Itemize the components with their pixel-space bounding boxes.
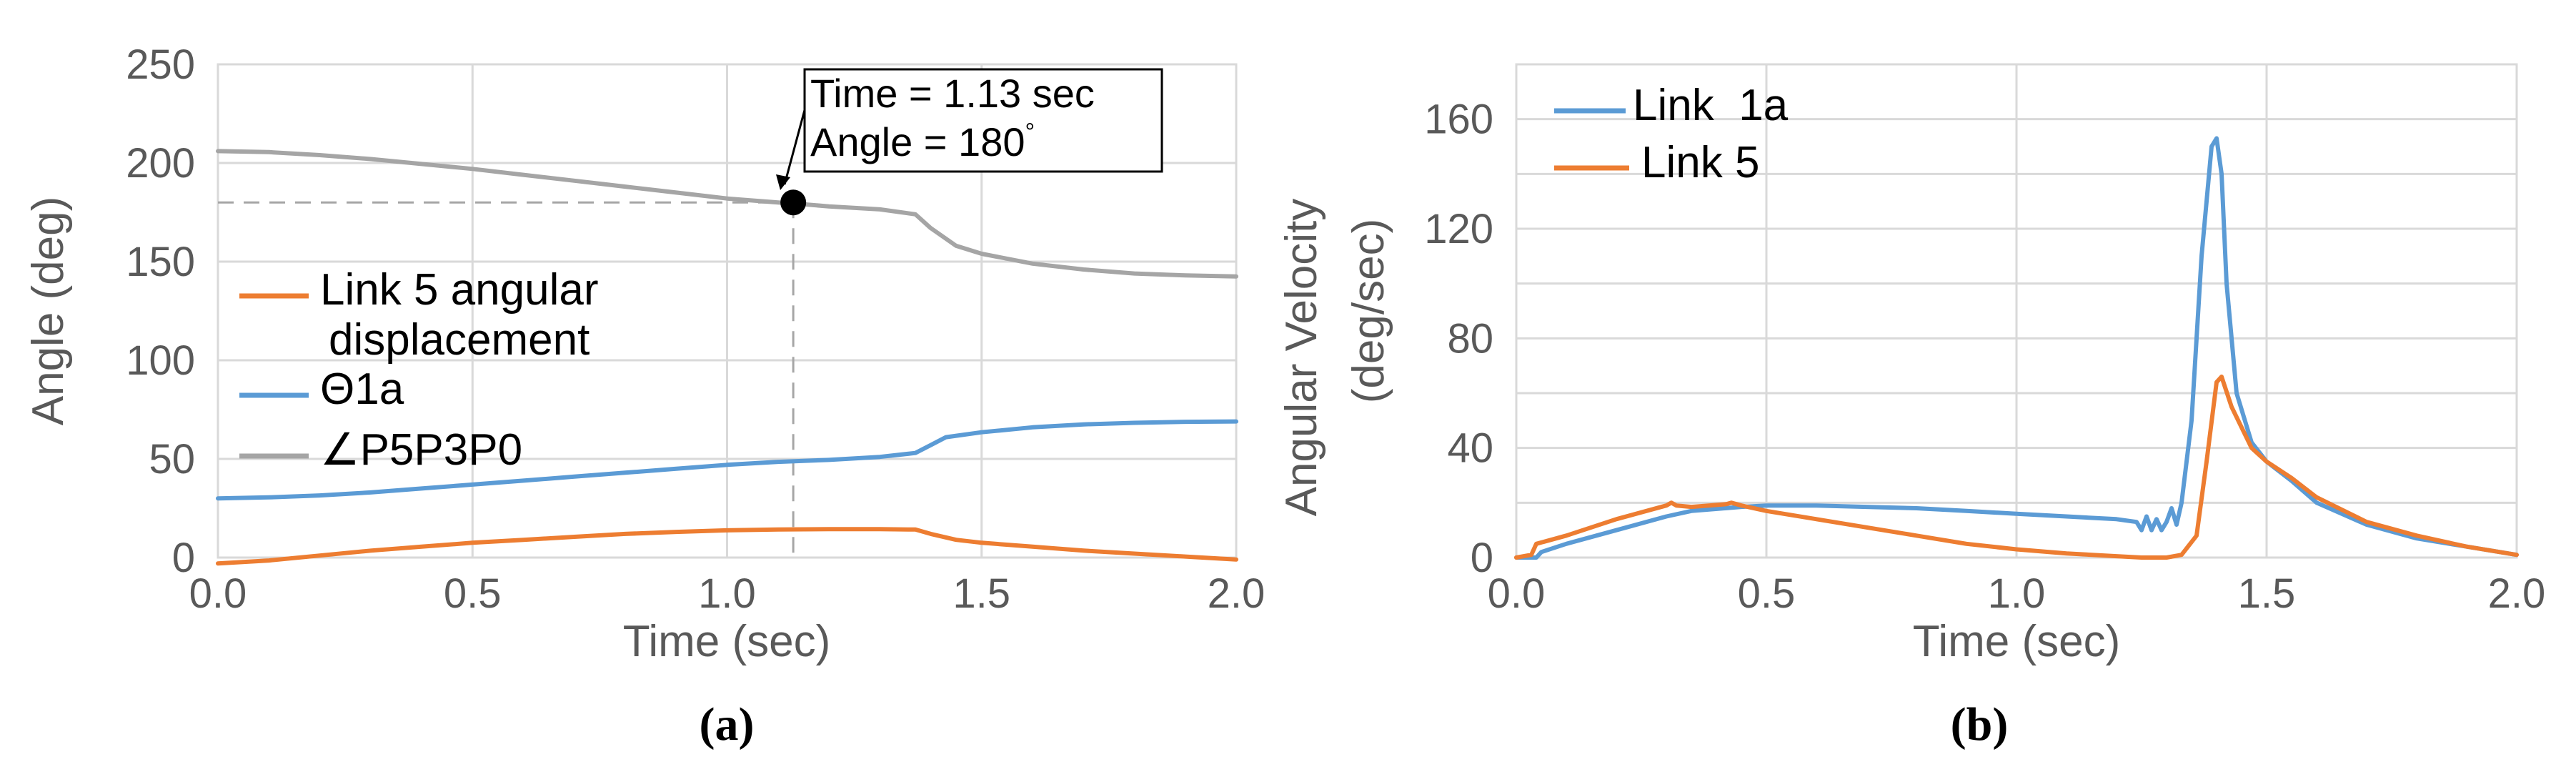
y-tick-label: 160	[1424, 96, 1493, 143]
series-line-link-5	[1514, 375, 2519, 560]
y-tick-label: 250	[126, 41, 195, 88]
panel-b-y-axis-title-line2: (deg/sec)	[1344, 219, 1393, 403]
panel-a-annotation: Time = 1.13 sec Angle = 180°	[776, 68, 1163, 190]
panel-a-annotation-guides	[218, 201, 795, 558]
panel-a-legend: Link 5 angular displacement Θ1a ∠P5P3P0	[239, 265, 599, 475]
panel-b-legend: Link 1a Link 5	[1554, 81, 1789, 187]
panel-b-x-axis-title: Time (sec)	[1913, 617, 2120, 666]
annotation-arrow	[783, 109, 806, 185]
y-tick-label: 0	[1471, 535, 1493, 581]
y-tick-label: 80	[1447, 315, 1493, 362]
legend-label-link5-line1: Link 5 angular	[320, 265, 599, 315]
legend-label-theta1a: Θ1a	[320, 365, 404, 414]
panel-b-y-axis-title-line1: Angular Velocity	[1277, 199, 1326, 517]
x-tick-label: 2.0	[1208, 570, 1265, 617]
panel-a-label: (a)	[700, 698, 755, 751]
x-tick-label: 2.0	[2488, 570, 2546, 617]
annotation-time-text: Time = 1.13 sec	[810, 71, 1095, 116]
x-tick-label: 0.0	[1488, 570, 1546, 617]
y-tick-label: 0	[172, 535, 195, 581]
x-tick-label: 0.5	[1738, 570, 1796, 617]
x-tick-label: 0.0	[189, 570, 247, 617]
annotation-box	[803, 68, 1163, 173]
legend-label-angle-p5p3p0: ∠P5P3P0	[320, 425, 522, 475]
y-tick-label: 150	[126, 239, 195, 285]
panel-a-y-axis-title: Angle (deg)	[24, 197, 73, 426]
panel-a-x-axis-title: Time (sec)	[623, 617, 830, 666]
y-tick-label: 100	[126, 337, 195, 384]
x-tick-label: 1.5	[2238, 570, 2296, 617]
legend-label-link5-line2: displacement	[329, 315, 590, 365]
series-line-link-1a	[1514, 136, 2519, 560]
series-line--1a	[216, 419, 1238, 501]
y-tick-label: 120	[1424, 206, 1493, 252]
panel-a-x-tick-labels: 0.0 0.5 1.0 1.5 2.0	[189, 570, 1265, 617]
y-tick-label: 50	[149, 436, 195, 482]
annotation-marker-point	[780, 189, 807, 216]
panel-b-series-group	[1514, 136, 2519, 560]
x-tick-label: 1.0	[698, 570, 756, 617]
x-tick-label: 1.0	[1988, 570, 2046, 617]
legend-label-link5: Link 5	[1641, 138, 1759, 187]
series-line-link-5-angular-displacement	[216, 527, 1238, 566]
x-tick-label: 0.5	[444, 570, 502, 617]
panel-b-plot-frame	[1515, 63, 2518, 559]
y-tick-label: 200	[126, 140, 195, 187]
panel-a-plot-frame	[217, 63, 1238, 559]
annotation-angle-text: Angle = 180°	[810, 119, 1035, 164]
panel-b-y-tick-labels: 0 40 80 120 160	[1424, 96, 1493, 581]
panel-a-y-tick-labels: 0 50 100 150 200 250	[126, 41, 195, 581]
panel-b-label: (b)	[1951, 698, 2009, 751]
panel-b-x-tick-labels: 0.0 0.5 1.0 1.5 2.0	[1488, 570, 2546, 617]
chart-panel-b: 0.0 0.5 1.0 1.5 2.0 0 40 80 120 160 Time (sec) A…	[1277, 63, 2546, 751]
annotation-arrowhead	[776, 174, 790, 190]
chart-panel-a: 0.0 0.5 1.0 1.5 2.0 0 50 100 150 200 250 Time (se…	[24, 41, 1265, 751]
y-tick-label: 40	[1447, 425, 1493, 472]
legend-label-link1a: Link 1a	[1633, 81, 1789, 130]
x-tick-label: 1.5	[953, 570, 1010, 617]
